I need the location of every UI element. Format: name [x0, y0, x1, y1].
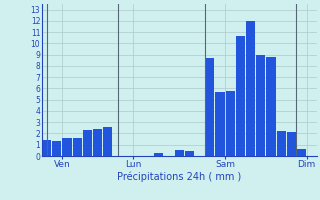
- Bar: [276, 131, 286, 156]
- Bar: [73, 138, 82, 156]
- Bar: [62, 138, 72, 156]
- Bar: [297, 149, 306, 156]
- Bar: [42, 140, 51, 156]
- Bar: [236, 36, 245, 156]
- X-axis label: Précipitations 24h ( mm ): Précipitations 24h ( mm ): [117, 172, 241, 182]
- Bar: [175, 150, 184, 156]
- Bar: [215, 92, 225, 156]
- Bar: [154, 153, 164, 156]
- Bar: [83, 130, 92, 156]
- Bar: [52, 141, 61, 156]
- Bar: [205, 58, 214, 156]
- Bar: [226, 91, 235, 156]
- Bar: [185, 151, 194, 156]
- Bar: [287, 132, 296, 156]
- Bar: [103, 127, 112, 156]
- Bar: [256, 55, 265, 156]
- Bar: [93, 129, 102, 156]
- Bar: [246, 21, 255, 156]
- Bar: [266, 57, 276, 156]
